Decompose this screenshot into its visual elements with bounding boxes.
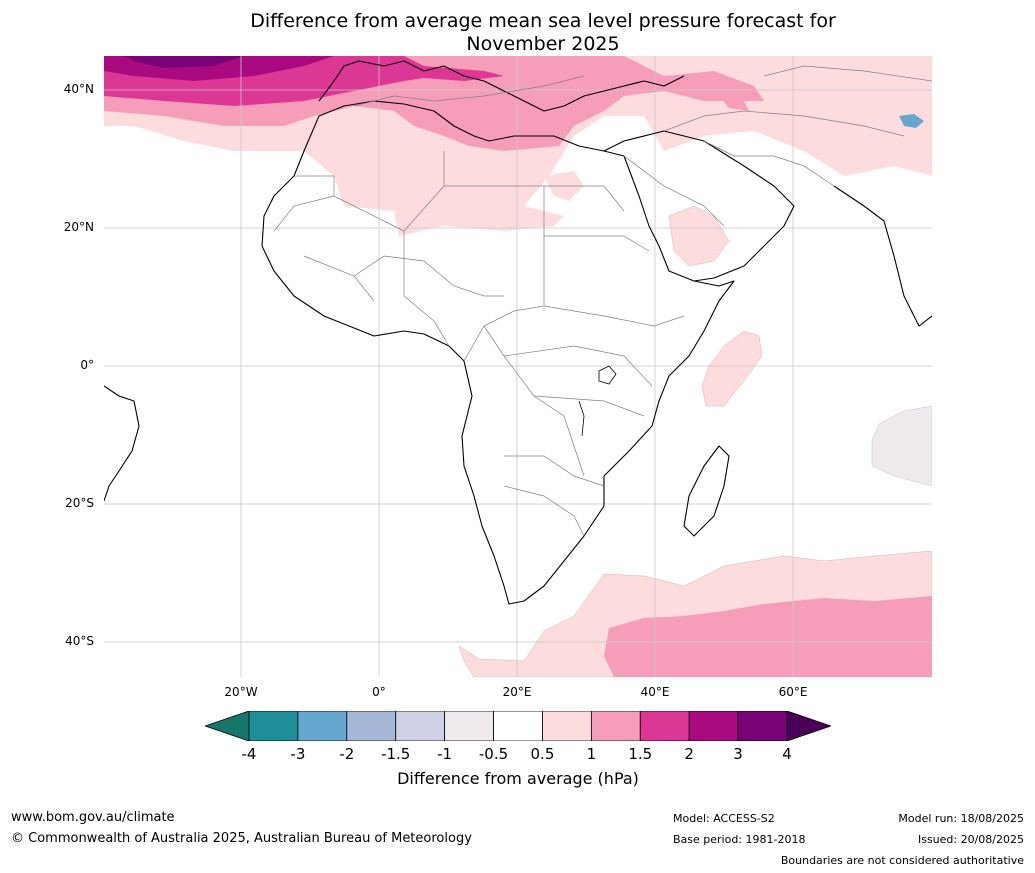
europe-coastline	[318, 60, 685, 112]
colorbar-segment	[248, 711, 299, 741]
north-anomaly-bands	[104, 56, 932, 236]
colorbar-segment	[395, 711, 446, 741]
colorbar-tick-label: 2	[684, 745, 694, 763]
madagascar-coastline	[683, 445, 730, 537]
band-3-4-north	[124, 56, 244, 68]
colorbar-tick-label: 1.5	[628, 745, 653, 763]
colorbar-tick-label: 0.5	[530, 745, 555, 763]
footer-copyright: © Commonwealth of Australia 2025, Austra…	[11, 831, 472, 846]
colorbar-tick-label: -3	[290, 745, 306, 763]
arabia-coastline	[603, 130, 795, 282]
coastlines	[104, 60, 932, 605]
band-1-1.5-north-2	[719, 96, 749, 111]
footer-issued: Issued: 20/08/2025	[917, 833, 1024, 846]
colorbar-segment	[688, 711, 739, 741]
lat-label-40n: 40°N	[63, 82, 94, 96]
colorbar-segment	[542, 711, 592, 741]
lon-label-20w: 20°W	[224, 685, 258, 699]
footer-model-run: Model run: 18/08/2025	[898, 812, 1024, 825]
colorbar-segment	[590, 711, 641, 741]
colorbar-tick-label: -2	[339, 745, 355, 763]
south-anomaly-bands	[458, 550, 932, 677]
colorbar-tick-label: -0.5	[478, 745, 509, 763]
band-neg-himalaya	[899, 114, 924, 128]
colorbar-segment	[639, 711, 690, 741]
colorbar-tick-label: 1	[586, 745, 597, 763]
footer-boundaries: Boundaries are not considered authoritat…	[780, 854, 1024, 867]
colorbar-tick-label: 3	[733, 745, 743, 763]
title-line-1: Difference from average mean sea level p…	[250, 10, 836, 32]
lat-label-20s: 20°S	[65, 496, 94, 510]
band-neg-0.5-1-east	[871, 405, 932, 487]
south-america-coastline	[104, 385, 140, 502]
lat-label-20n: 20°N	[63, 220, 94, 234]
colorbar-segment	[737, 711, 788, 741]
colorbar-tick-label: -1	[437, 745, 453, 763]
footer-url[interactable]: www.bom.gov.au/climate	[11, 810, 175, 825]
footer-model: Model: ACCESS-S2	[673, 812, 775, 825]
colorbar-extend-high	[786, 711, 831, 741]
colorbar	[205, 711, 831, 741]
colorbar-segment	[346, 711, 397, 741]
band-0.5-1-indian-ocean	[701, 330, 763, 407]
colorbar-extend-low	[205, 711, 250, 741]
lon-label-20e: 20°E	[502, 685, 532, 699]
lon-label-60e: 60°E	[778, 685, 808, 699]
band-0.5-1-arabia	[668, 205, 730, 267]
lakes	[578, 365, 617, 437]
chart-title: Difference from average mean sea level p…	[0, 10, 1035, 56]
footer-base-period: Base period: 1981-2018	[673, 833, 806, 846]
colorbar-tick-label: -1.5	[381, 745, 411, 763]
africa-coastline	[261, 100, 735, 605]
lon-label-0: 0°	[372, 685, 386, 699]
band-1-1.5-south	[604, 596, 932, 677]
country-borders	[273, 65, 932, 537]
title-line-2: November 2025	[466, 33, 620, 55]
colorbar-label: Difference from average (hPa)	[397, 769, 639, 788]
colorbar-tick-label: -4	[241, 745, 257, 763]
colorbar-segment	[297, 711, 348, 741]
lon-label-40e: 40°E	[640, 685, 670, 699]
lat-label-0: 0°	[80, 358, 94, 372]
india-coastline	[833, 185, 932, 327]
colorbar-segment	[493, 711, 543, 741]
colorbar-segment	[444, 711, 494, 741]
colorbar-tick-label: 4	[782, 745, 792, 763]
pressure-anomaly-map	[104, 56, 932, 677]
lat-label-40s: 40°S	[65, 634, 94, 648]
